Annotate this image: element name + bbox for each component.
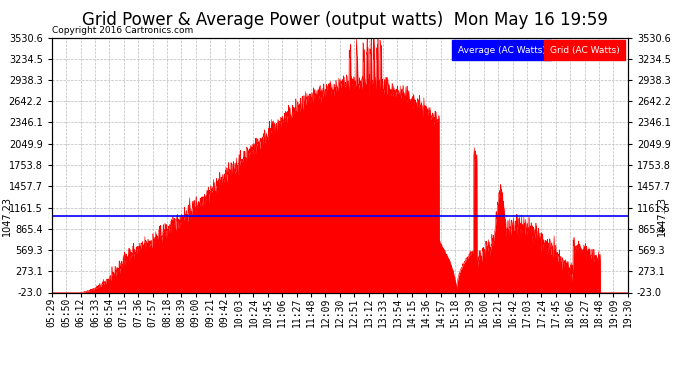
Text: Grid Power & Average Power (output watts)  Mon May 16 19:59: Grid Power & Average Power (output watts… [82, 11, 608, 29]
Text: 1047.23: 1047.23 [658, 196, 667, 236]
Text: Copyright 2016 Cartronics.com: Copyright 2016 Cartronics.com [52, 26, 193, 35]
Text: 1047.23: 1047.23 [2, 196, 12, 236]
Legend: Average (AC Watts), Grid (AC Watts): Average (AC Watts), Grid (AC Watts) [454, 42, 623, 58]
